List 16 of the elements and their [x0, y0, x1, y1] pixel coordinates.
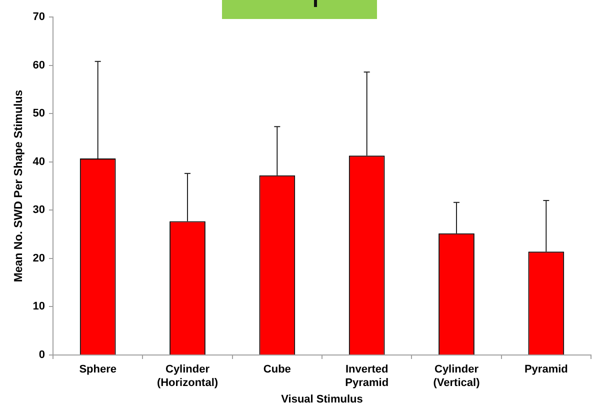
x-tick-label: Pyramid	[524, 364, 568, 376]
y-tick-label: 20	[32, 252, 45, 264]
y-tick-label: 0	[38, 349, 45, 362]
x-tick-label: Cylinder (Vertical)	[433, 364, 480, 389]
y-tick-label: 40	[32, 156, 45, 168]
y-tick-label: 50	[32, 108, 45, 120]
x-tick-label: Cube	[263, 364, 291, 376]
x-tick-label: Sphere	[79, 364, 116, 376]
x-tick-label: Inverted Pyramid	[345, 364, 389, 389]
y-axis-title: Mean No. SWD Per Shape Stimulus	[13, 90, 26, 282]
x-axis-title: Visual Stimulus	[281, 393, 363, 406]
y-tick-label: 60	[32, 59, 45, 72]
y-tick-label: 70	[32, 11, 45, 24]
y-tick-label: 10	[32, 300, 45, 313]
x-tick-label: Cylinder (Horizontal)	[156, 364, 218, 389]
y-tick-label: 30	[32, 204, 45, 216]
